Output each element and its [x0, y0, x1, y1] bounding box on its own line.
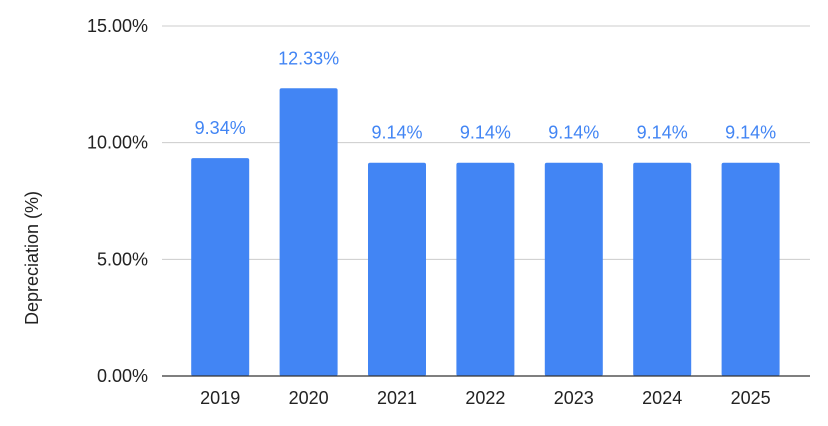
- data-label: 9.14%: [637, 123, 688, 143]
- bar: [721, 162, 780, 376]
- bar: [368, 162, 426, 376]
- y-tick-label: 15.00%: [87, 16, 148, 36]
- bar: [544, 162, 603, 376]
- bar: [279, 88, 338, 377]
- bars: [191, 88, 780, 377]
- data-label: 9.14%: [371, 123, 422, 143]
- x-tick-label: 2024: [642, 388, 682, 408]
- x-tick-label: 2023: [554, 388, 594, 408]
- data-label: 9.14%: [548, 123, 599, 143]
- data-label: 9.34%: [195, 118, 246, 138]
- x-tick-label: 2021: [377, 388, 417, 408]
- bar: [633, 162, 692, 376]
- bar: [191, 158, 250, 376]
- y-axis-title: Depreciation (%): [22, 191, 42, 325]
- x-axis-tick-labels: 2019 2020 2021 2022 2023 2024 2025: [200, 388, 770, 408]
- bar: [456, 162, 515, 376]
- x-tick-label: 2022: [465, 388, 505, 408]
- x-tick-label: 2020: [289, 388, 329, 408]
- y-axis-tick-labels: 0.00% 5.00% 10.00% 15.00%: [87, 16, 148, 386]
- data-label: 9.14%: [460, 123, 511, 143]
- x-tick-label: 2019: [200, 388, 240, 408]
- y-tick-label: 0.00%: [97, 366, 148, 386]
- data-label: 9.14%: [725, 123, 776, 143]
- x-tick-label: 2025: [731, 388, 771, 408]
- y-tick-label: 10.00%: [87, 133, 148, 153]
- data-labels: 9.34% 12.33% 9.14% 9.14% 9.14% 9.14% 9.14%: [195, 48, 776, 142]
- y-tick-label: 5.00%: [97, 249, 148, 269]
- data-label: 12.33%: [278, 48, 339, 68]
